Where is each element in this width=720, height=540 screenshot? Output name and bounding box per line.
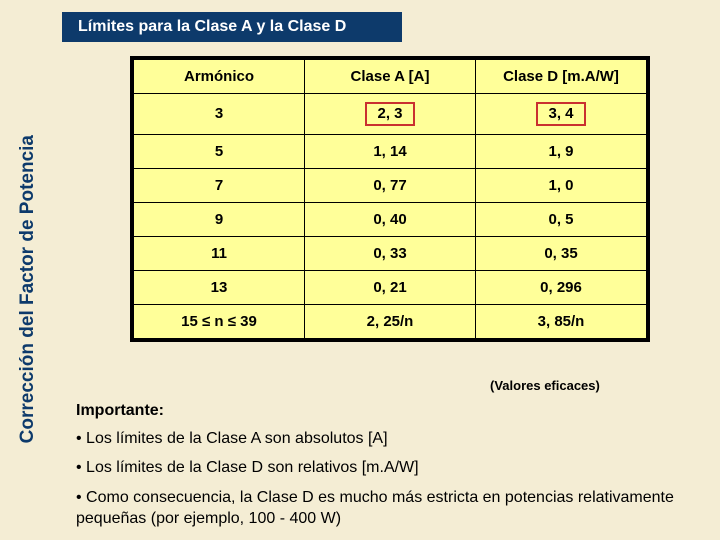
cell-class-a: 2, 25/n xyxy=(305,304,476,338)
cell-harmonic: 5 xyxy=(134,134,305,168)
slide-title-bar: Límites para la Clase A y la Clase D xyxy=(62,12,402,42)
cell-class-d: 1, 0 xyxy=(476,168,647,202)
cell-class-a: 0, 77 xyxy=(305,168,476,202)
note-bullet: • Los límites de la Clase A son absoluto… xyxy=(76,428,696,450)
cell-class-a: 0, 40 xyxy=(305,202,476,236)
table-footnote: (Valores eficaces) xyxy=(490,378,600,393)
table-header-row: Armónico Clase A [A] Clase D [m.A/W] xyxy=(134,60,647,94)
table-row: 110, 330, 35 xyxy=(134,236,647,270)
limits-table-container: Armónico Clase A [A] Clase D [m.A/W] 3 2,… xyxy=(130,56,650,342)
highlight-box: 3, 4 xyxy=(536,102,586,126)
limits-table: Armónico Clase A [A] Clase D [m.A/W] 3 2,… xyxy=(133,59,647,339)
cell-harmonic: 7 xyxy=(134,168,305,202)
cell-harmonic: 9 xyxy=(134,202,305,236)
cell-harmonic: 13 xyxy=(134,270,305,304)
cell-class-d: 0, 296 xyxy=(476,270,647,304)
sidebar-text: Corrección del Factor de Potencia xyxy=(17,135,39,443)
cell-class-a: 2, 3 xyxy=(305,94,476,135)
cell-class-d: 1, 9 xyxy=(476,134,647,168)
cell-class-d: 0, 5 xyxy=(476,202,647,236)
notes-block: Importante: • Los límites de la Clase A … xyxy=(76,400,696,538)
cell-class-a: 0, 21 xyxy=(305,270,476,304)
cell-class-d: 0, 35 xyxy=(476,236,647,270)
table-row: 70, 771, 0 xyxy=(134,168,647,202)
note-bullet: • Los límites de la Clase D son relativo… xyxy=(76,457,696,479)
table-row: 130, 210, 296 xyxy=(134,270,647,304)
notes-heading: Importante: xyxy=(76,400,696,422)
table-row: 3 2, 3 3, 4 xyxy=(134,94,647,135)
note-bullet: • Como consecuencia, la Clase D es mucho… xyxy=(76,487,696,530)
table-row: 15 ≤ n ≤ 392, 25/n3, 85/n xyxy=(134,304,647,338)
table-row: 90, 400, 5 xyxy=(134,202,647,236)
col-header-harmonic: Armónico xyxy=(134,60,305,94)
highlight-box: 2, 3 xyxy=(365,102,415,126)
cell-harmonic: 15 ≤ n ≤ 39 xyxy=(134,304,305,338)
table-row: 51, 141, 9 xyxy=(134,134,647,168)
col-header-class-d: Clase D [m.A/W] xyxy=(476,60,647,94)
cell-harmonic: 11 xyxy=(134,236,305,270)
cell-harmonic: 3 xyxy=(134,94,305,135)
col-header-class-a: Clase A [A] xyxy=(305,60,476,94)
slide-title: Límites para la Clase A y la Clase D xyxy=(78,18,346,36)
cell-class-a: 0, 33 xyxy=(305,236,476,270)
sidebar-label-strip: Corrección del Factor de Potencia xyxy=(8,50,48,528)
cell-class-a: 1, 14 xyxy=(305,134,476,168)
cell-class-d: 3, 4 xyxy=(476,94,647,135)
cell-class-d: 3, 85/n xyxy=(476,304,647,338)
